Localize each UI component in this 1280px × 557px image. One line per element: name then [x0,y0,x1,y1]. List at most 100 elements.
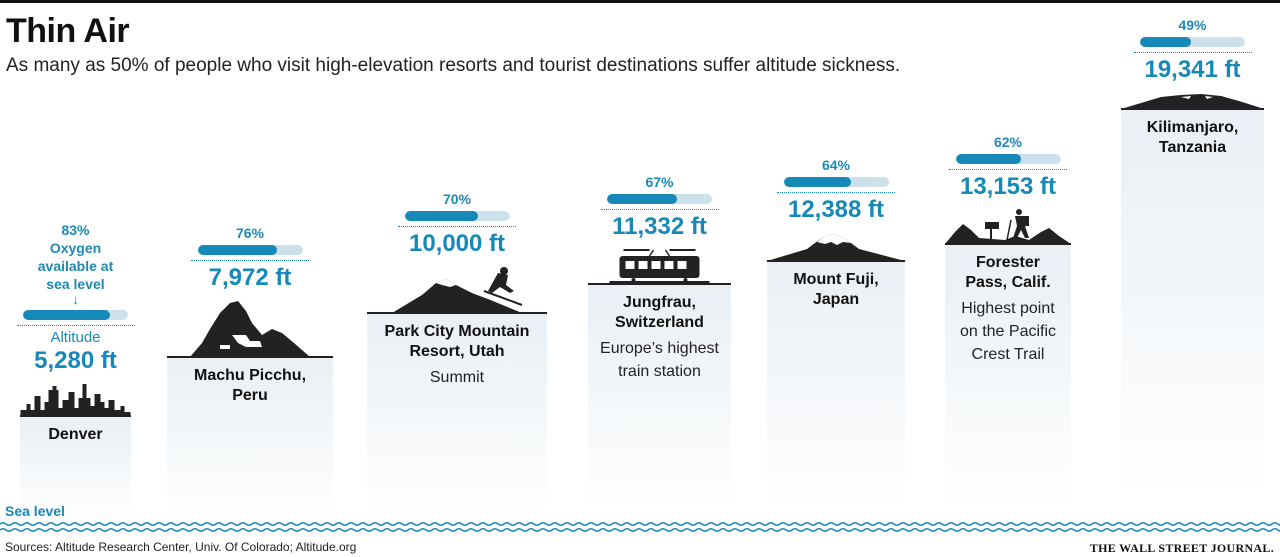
oxygen-gauge-fill [955,154,1021,164]
sea-level-waves [0,522,1280,532]
mount-fuji-icon [767,231,905,266]
oxygen-gauge-fill [23,310,111,320]
dotted-divider [16,325,135,326]
place-name-line: Pass, Calif. [965,274,1051,291]
dotted-divider [949,169,1067,170]
place-info: Denver [20,425,131,445]
chart-title: Thin Air [6,12,130,50]
oxygen-gauge-fill [1140,37,1192,47]
dotted-divider [600,209,719,210]
oxygen-percent-label: 67% [645,174,674,190]
place-info: Mount Fuji, Japan [767,270,905,310]
elevation-bar [20,415,131,530]
place-note-line: Highest point [961,300,1055,317]
ground-line [367,312,547,314]
sea-level-label: Sea level [5,503,65,519]
dotted-divider [1133,52,1252,53]
place-note-line: train station [618,363,701,380]
elevation-label: 10,000 ft [408,230,506,257]
oxygen-gauge-fill [404,211,478,221]
place-name-line: Park City Mountain [384,323,530,340]
place-header: 62% 13,153 ft [928,133,1088,201]
ground-line [588,283,731,285]
elevation-label: 12,388 ft [787,196,885,223]
oxygen-percent-label: 49% [1178,17,1207,33]
place-name-line: Mount Fuji, [793,271,879,288]
oxygen-gauge [197,245,303,255]
elevation-bar [588,283,731,530]
place-header: 70% 10,000 ft [377,190,537,258]
machu-picchu-icon [167,299,333,362]
oxygen-gauge [404,211,510,221]
elevation-label: 7,972 ft [208,264,292,291]
elevation-bar [167,356,333,530]
oxygen-note-line: sea level [46,276,105,292]
oxygen-note-line: available at [37,258,114,274]
place-note-line: Europe’s highest [600,340,719,357]
place-info: Jungfrau, Switzerland Europe’s highest trai… [588,293,731,383]
chart-subtitle: As many as 50% of people who visit high-… [6,55,901,76]
oxygen-gauge [607,194,712,204]
place-note: Highest point on the Pacific Crest Trail [945,297,1071,366]
place-header: 67% 11,332 ft [580,173,740,241]
place-note-line: Crest Trail [971,346,1045,363]
kilimanjaro-icon [1121,91,1264,114]
oxygen-gauge [783,177,889,187]
place-note-line: on the Pacific [959,323,1057,340]
sources-note: Sources: Altitude Research Center, Univ.… [5,540,357,554]
place-name-line: Machu Picchu, [193,367,307,384]
elevation-label: 5,280 ft [34,347,117,374]
elevation-bar [1121,108,1264,530]
ground-line [20,415,131,417]
place-name-line: Peru [232,387,268,404]
elevation-label: 11,332 ft [612,213,707,240]
place-name-line: Forester [975,254,1041,271]
place-name-line: Resort, Utah [409,343,505,360]
oxygen-gauge-fill [197,245,278,255]
elevation-bar [945,243,1071,530]
train-icon [588,248,731,289]
oxygen-gauge [955,154,1061,164]
skier-mountain-icon [367,265,547,318]
place-name-line: Kilimanjaro, [1146,119,1239,136]
elevation-bar [367,312,547,530]
place-name-line: Japan [812,291,860,308]
place-header: 76% 7,972 ft [170,224,330,292]
dotted-divider [191,260,309,261]
down-arrow-icon: ↓ [72,292,79,307]
place-name-line: Denver [48,426,103,443]
place-info: Machu Picchu, Peru [167,366,333,406]
brand-logo: THE WALL STREET JOURNAL. [1089,541,1274,555]
place-header: 64% 12,388 ft [756,156,916,224]
place-info: Forester Pass, Calif. Highest point on the … [945,253,1071,366]
ground-line [767,260,905,262]
elevation-label: 13,153 ft [959,173,1057,200]
place-note: Summit [367,366,547,389]
place-header: 49% 19,341 ft [1113,16,1273,84]
oxygen-percent-label: 64% [821,157,851,173]
place-name-line: Tanzania [1158,139,1227,156]
dotted-divider [398,226,516,227]
oxygen-gauge [1140,37,1245,47]
ground-line [945,243,1071,245]
top-rule [0,0,1280,3]
oxygen-gauge [23,310,128,320]
oxygen-percent-label: 70% [442,191,472,207]
oxygen-percent-label: 83% [61,222,90,238]
oxygen-percent-label: 76% [235,225,265,241]
altitude-label: Altitude [50,329,101,346]
ground-line [167,356,333,358]
place-name-line: Jungfrau, [623,294,696,311]
ground-line [1121,108,1264,110]
hiker-icon [945,208,1071,249]
oxygen-gauge-fill [783,177,851,187]
city-skyline-icon [20,382,131,421]
place-header: 83% Oxygen available at sea level ↓ Altitude 5… [0,221,156,375]
dotted-divider [777,192,895,193]
place-name-line: Switzerland [615,314,704,331]
oxygen-percent-label: 62% [993,134,1023,150]
elevation-label: 19,341 ft [1144,56,1241,83]
oxygen-note-line: Oxygen [49,240,102,256]
place-info: Kilimanjaro, Tanzania [1121,118,1264,158]
elevation-bar [767,260,905,530]
